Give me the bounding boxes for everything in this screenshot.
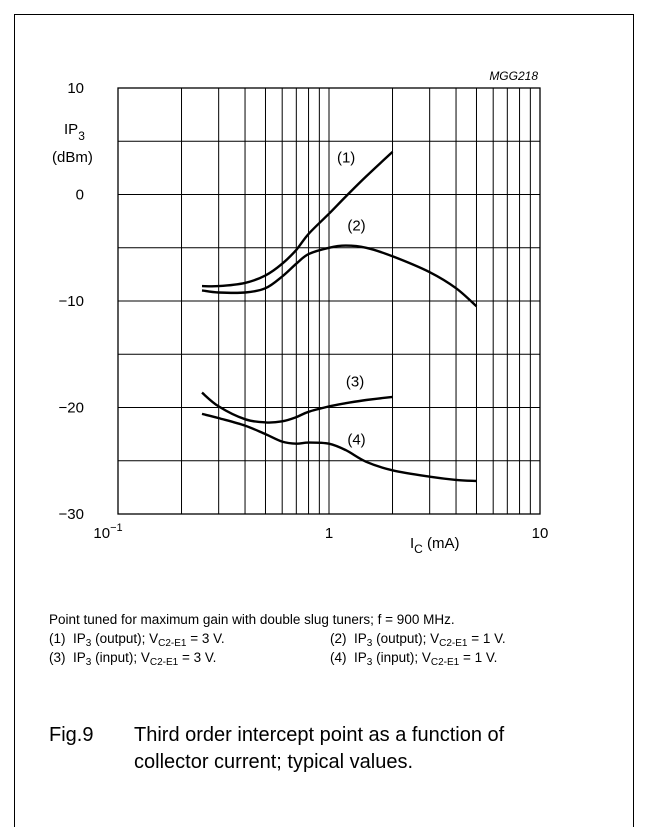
y-tick-label: −20: [59, 400, 84, 417]
x-axis-label: IC (mA): [410, 535, 460, 556]
series-label-3: (3): [346, 374, 364, 391]
x-tick-label: 10−1: [93, 522, 122, 542]
series-line-4: [201, 412, 477, 483]
figure-title-line1: Third order intercept point as a functio…: [134, 724, 505, 746]
caption-item-1: (1) IP3 (output); VC2-E1 = 3 V.: [49, 631, 225, 649]
y-axis-unit: (dBm): [52, 149, 93, 166]
chart-grid: [118, 88, 540, 514]
y-tick-label: −30: [59, 506, 84, 523]
y-tick-label: 10: [67, 80, 84, 97]
y-tick-label: −10: [59, 293, 84, 310]
axis-ticks: 10 0 −10 −20 −30 10−1 1 10: [59, 80, 549, 542]
series-labels: (1) (2) (3) (4): [337, 149, 366, 448]
caption-item-4: (4) IP3 (input); VC2-E1 = 1 V.: [330, 650, 498, 668]
caption-item-3: (3) IP3 (input); VC2-E1 = 3 V.: [49, 650, 217, 668]
series-label-4: (4): [347, 431, 365, 448]
series-label-2: (2): [347, 218, 365, 235]
series-line-3: [201, 391, 393, 424]
x-tick-label: 10: [532, 525, 549, 542]
plot-area-frame: [117, 87, 541, 515]
caption-item-2: (2) IP3 (output); VC2-E1 = 1 V.: [330, 631, 506, 649]
y-tick-label: 0: [76, 187, 84, 204]
figure-number: Fig.9: [49, 724, 94, 746]
x-tick-label: 1: [325, 525, 333, 542]
caption-note: Point tuned for maximum gain with double…: [49, 612, 455, 627]
figure-code: MGG218: [489, 69, 538, 83]
series-line-1: [201, 151, 394, 288]
series-line-2: [201, 244, 478, 308]
chart-series: [201, 151, 478, 483]
figure-frame: [14, 14, 634, 827]
series-label-1: (1): [337, 149, 355, 166]
figure-title-line2: collector current; typical values.: [134, 751, 414, 773]
y-axis-label: IP3: [64, 121, 85, 143]
